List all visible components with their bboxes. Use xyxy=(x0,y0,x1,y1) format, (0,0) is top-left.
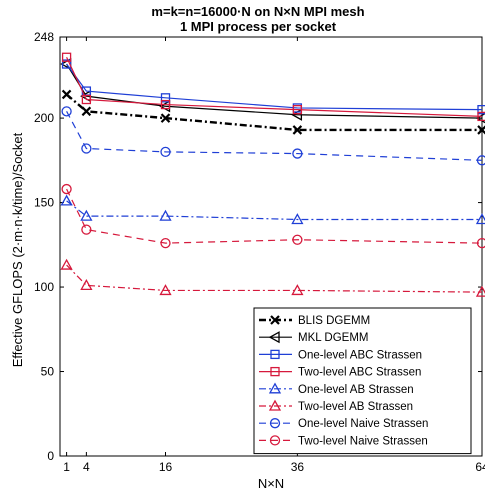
legend: BLIS DGEMM MKL DGEMM One-level ABC Strasse… xyxy=(253,307,472,455)
legend-label: BLIS DGEMM xyxy=(298,315,370,327)
y-tick-label: 248 xyxy=(34,30,54,44)
x-tick-label: 1 xyxy=(63,460,70,474)
legend-item-one-level-abc-strassen: One-level ABC Strassen xyxy=(259,349,422,361)
data-point-one-level-ab-strassen xyxy=(80,209,93,221)
y-axis-label: Effective GFLOPS (2·m·n·k/time)/Socket xyxy=(10,132,25,367)
data-point-two-level-abc-strassen xyxy=(477,111,485,122)
data-point-two-level-abc-strassen xyxy=(81,94,92,105)
x-tick-label: 4 xyxy=(83,460,90,474)
legend-marker xyxy=(270,349,280,360)
y-tick-label: 100 xyxy=(34,280,54,294)
series-line-one-level-naive-strassen xyxy=(66,111,483,161)
data-point-two-level-naive-strassen xyxy=(292,234,303,245)
plot-frame xyxy=(59,36,483,457)
y-tick-label: 0 xyxy=(47,449,54,463)
data-point-blis-dgemm xyxy=(81,106,92,117)
legend-item-two-level-abc-strassen: Two-level ABC Strassen xyxy=(259,367,421,379)
legend-marker xyxy=(270,366,280,377)
series-line-two-level-abc-strassen xyxy=(66,57,483,118)
legend-label: Two-level AB Strassen xyxy=(298,401,413,413)
data-point-two-level-abc-strassen xyxy=(61,52,72,62)
data-point-two-level-naive-strassen xyxy=(160,237,171,249)
series-line-blis-dgemm xyxy=(65,93,482,132)
x-axis-label: N×N xyxy=(258,476,284,491)
data-point-two-level-ab-strassen xyxy=(60,258,73,270)
series-blis-dgemm xyxy=(61,89,485,135)
series-two-level-naive-strassen xyxy=(61,183,485,249)
series-group xyxy=(60,52,485,297)
series-two-level-ab-strassen xyxy=(60,258,485,297)
data-point-one-level-naive-strassen xyxy=(292,148,303,159)
data-point-two-level-naive-strassen xyxy=(61,183,72,195)
legend-item-blis-dgemm: BLIS DGEMM xyxy=(259,315,370,327)
legend-item-two-level-ab-strassen: Two-level AB Strassen xyxy=(259,399,413,413)
series-line-mkl-dgemm xyxy=(66,63,483,119)
data-point-two-level-naive-strassen xyxy=(476,237,485,249)
legend-label: One-level ABC Strassen xyxy=(298,349,422,361)
chart-title-line-2: 1 MPI process per socket xyxy=(180,19,337,34)
data-point-two-level-ab-strassen xyxy=(291,284,304,296)
legend-marker xyxy=(269,418,281,429)
series-one-level-naive-strassen xyxy=(61,106,485,166)
data-point-one-level-abc-strassen xyxy=(477,104,485,115)
legend-marker xyxy=(268,331,280,344)
series-line-two-level-ab-strassen xyxy=(66,264,483,293)
legend-label: Two-level Naive Strassen xyxy=(298,435,428,447)
plot-area: 14 16 36 64 0 50 100 150 200 248 xyxy=(34,30,485,474)
x-tick-label: 64 xyxy=(475,460,485,474)
legend-marker xyxy=(270,315,280,325)
data-point-one-level-naive-strassen xyxy=(61,106,72,117)
legend-label: MKL DGEMM xyxy=(298,332,369,344)
legend-label: Two-level ABC Strassen xyxy=(298,367,421,379)
legend-box xyxy=(253,307,472,455)
data-point-one-level-naive-strassen xyxy=(160,146,171,158)
y-tick-label: 50 xyxy=(41,365,55,379)
data-point-two-level-abc-strassen xyxy=(160,99,171,110)
data-point-two-level-ab-strassen xyxy=(159,284,172,296)
series-one-level-abc-strassen xyxy=(61,59,485,115)
series-one-level-ab-strassen xyxy=(60,194,485,225)
legend-item-one-level-naive-strassen: One-level Naive Strassen xyxy=(259,418,428,430)
series-line-one-level-ab-strassen xyxy=(66,200,482,221)
y-tick-label: 150 xyxy=(34,196,54,210)
data-point-one-level-ab-strassen xyxy=(291,213,304,225)
legend-item-one-level-ab-strassen: One-level AB Strassen xyxy=(259,382,414,396)
data-point-blis-dgemm xyxy=(61,89,72,100)
series-two-level-abc-strassen xyxy=(61,52,485,122)
legend-label: One-level Naive Strassen xyxy=(298,418,428,430)
series-line-one-level-abc-strassen xyxy=(66,63,483,111)
x-tick-label: 16 xyxy=(159,460,173,474)
legend-marker xyxy=(268,399,282,411)
legend-item-two-level-naive-strassen: Two-level Naive Strassen xyxy=(259,435,428,447)
data-point-two-level-ab-strassen xyxy=(80,279,93,291)
data-point-blis-dgemm xyxy=(160,113,171,123)
data-point-one-level-naive-strassen xyxy=(81,143,92,154)
data-point-one-level-abc-strassen xyxy=(160,93,171,103)
data-point-two-level-naive-strassen xyxy=(81,224,92,235)
legend-marker xyxy=(268,382,282,394)
x-tick-label: 36 xyxy=(291,460,305,474)
data-point-one-level-naive-strassen xyxy=(476,155,485,166)
data-point-one-level-ab-strassen xyxy=(60,194,73,206)
data-point-two-level-abc-strassen xyxy=(292,104,303,115)
data-point-blis-dgemm xyxy=(292,125,303,135)
data-point-one-level-abc-strassen xyxy=(61,59,72,69)
legend-item-mkl-dgemm: MKL DGEMM xyxy=(259,331,369,344)
legend-marker xyxy=(269,435,281,446)
series-line-two-level-naive-strassen xyxy=(66,188,483,244)
chart-title-line-1: m=k=n=16000·N on N×N MPI mesh xyxy=(151,4,364,19)
legend-label: One-level AB Strassen xyxy=(298,384,414,396)
y-tick-label: 200 xyxy=(34,111,54,125)
data-point-one-level-ab-strassen xyxy=(159,209,172,221)
